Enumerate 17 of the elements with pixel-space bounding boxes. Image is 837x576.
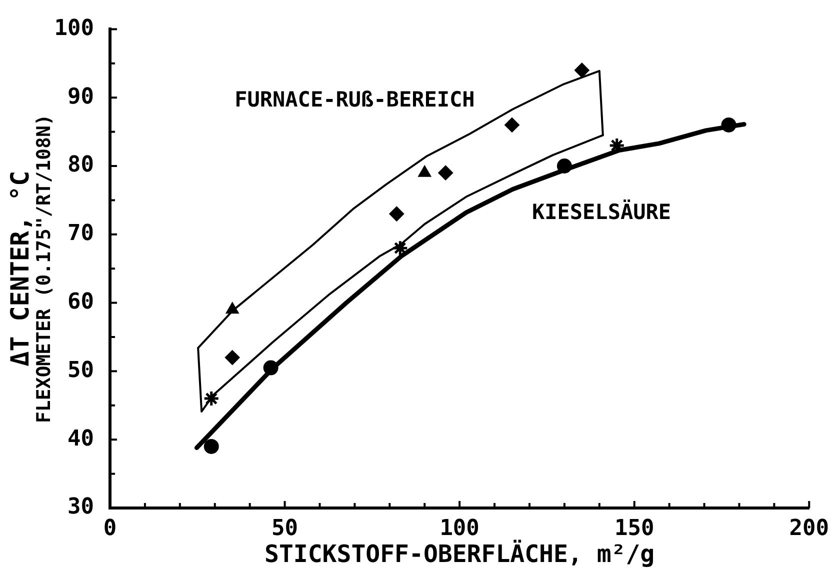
x-axis-title: STICKSTOFF-OBERFLÄCHE, m²/g — [264, 539, 655, 568]
y-tick-label: 60 — [68, 290, 94, 315]
y-tick-label: 30 — [68, 494, 94, 520]
x-tick-label: 0 — [103, 516, 117, 541]
y-tick-label: 50 — [68, 358, 94, 383]
y-axis-title: ΔT CENTER, °C FLEXOMETER (0.175"/RT/108N) — [6, 114, 55, 424]
annotation: FURNACE-RUß-BEREICH — [234, 87, 475, 112]
x-tick-label: 100 — [440, 516, 480, 541]
y-tick-label: 90 — [68, 84, 94, 110]
x-tick-label: 200 — [789, 516, 830, 541]
annotation: KIESELSÄURE — [532, 198, 672, 224]
y-tick-label: 80 — [68, 152, 94, 178]
x-tick-label: 50 — [272, 516, 298, 541]
y-tick-label: 100 — [54, 16, 94, 41]
y-tick-label: 40 — [68, 426, 94, 452]
y-tick-label: 70 — [68, 221, 94, 246]
x-tick-label: 150 — [614, 516, 654, 541]
